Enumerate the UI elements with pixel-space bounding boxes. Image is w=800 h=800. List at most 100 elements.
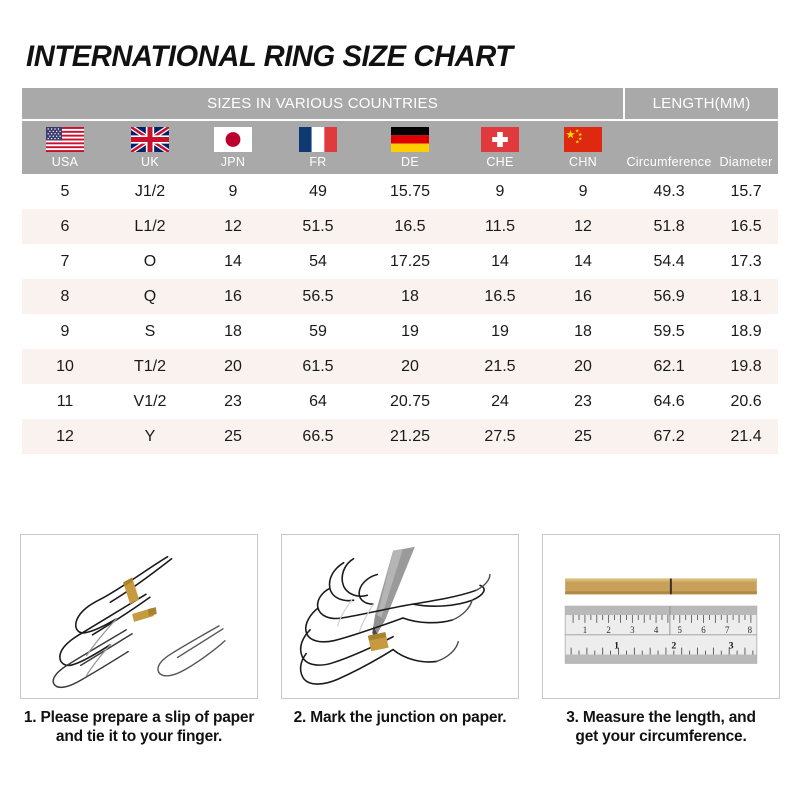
cell-fr: 56.5 xyxy=(274,279,362,314)
cell-che: 19 xyxy=(458,314,542,349)
ring-size-table-wrapper: SIZES IN VARIOUS COUNTRIES LENGTH(MM) xyxy=(22,88,779,454)
ruler-cm-tick: 7 xyxy=(725,625,730,635)
cell-fr: 49 xyxy=(274,174,362,209)
caption-line-1: 2. Mark the junction on paper. xyxy=(293,709,507,726)
cell-che: 21.5 xyxy=(458,349,542,384)
table-row: 10 T1/2 20 61.5 20 21.5 20 62.1 19.8 xyxy=(22,349,779,384)
cell-jpn: 14 xyxy=(192,244,274,279)
ruler-inch-tick: 3 xyxy=(729,641,734,652)
cell-fr: 54 xyxy=(274,244,362,279)
hand-with-pen-line-drawing-icon xyxy=(299,546,491,685)
instruction-caption-2: 2. Mark the junction on paper. xyxy=(281,708,519,727)
country-code-chn: CHN xyxy=(569,155,597,169)
paper-strip-and-ruler-image: 1 2 3 4 5 6 7 8 1 2 3 xyxy=(542,534,780,699)
cell-uk: L1/2 xyxy=(108,209,192,244)
instructions-section: 1. Please prepare a slip of paper and ti… xyxy=(20,534,780,746)
cell-diameter: 18.9 xyxy=(714,314,779,349)
cell-usa: 9 xyxy=(22,314,108,349)
cell-chn: 23 xyxy=(542,384,625,419)
cell-diameter: 21.4 xyxy=(714,419,779,454)
cell-jpn: 18 xyxy=(192,314,274,349)
flag-uk-icon xyxy=(131,127,169,152)
cell-chn: 9 xyxy=(542,174,625,209)
country-code-usa: USA xyxy=(51,155,79,169)
cell-jpn: 12 xyxy=(192,209,274,244)
cell-diameter: 16.5 xyxy=(714,209,779,244)
ruler-cm-tick: 5 xyxy=(678,625,683,635)
cell-circumference: 59.5 xyxy=(624,314,715,349)
instruction-caption-3: 3. Measure the length, and get your circ… xyxy=(542,708,780,746)
table-row: 12 Y 25 66.5 21.25 27.5 25 67.2 21.4 xyxy=(22,419,779,454)
caption-line-2: get your circumference. xyxy=(575,728,747,745)
instruction-step-2: 2. Mark the junction on paper. xyxy=(281,534,519,746)
length-label-circumference: Circumference xyxy=(626,155,712,169)
cell-jpn: 16 xyxy=(192,279,274,314)
table-row: 8 Q 16 56.5 18 16.5 16 56.9 18.1 xyxy=(22,279,779,314)
cell-uk: V1/2 xyxy=(108,384,192,419)
table-row: 9 S 18 59 19 19 18 59.5 18.9 xyxy=(22,314,779,349)
country-code-che: CHE xyxy=(486,155,514,169)
ruler-cm-tick: 6 xyxy=(701,625,706,635)
cell-de: 19 xyxy=(362,314,458,349)
cell-diameter: 18.1 xyxy=(714,279,779,314)
cell-che: 24 xyxy=(458,384,542,419)
cell-usa: 7 xyxy=(22,244,108,279)
cell-usa: 5 xyxy=(22,174,108,209)
cell-circumference: 67.2 xyxy=(624,419,715,454)
cell-che: 27.5 xyxy=(458,419,542,454)
cell-usa: 10 xyxy=(22,349,108,384)
cell-che: 14 xyxy=(458,244,542,279)
ring-size-table: SIZES IN VARIOUS COUNTRIES LENGTH(MM) xyxy=(22,88,779,454)
cell-che: 11.5 xyxy=(458,209,542,244)
gold-measured-strip-shape xyxy=(565,578,757,595)
cell-uk: J1/2 xyxy=(108,174,192,209)
cell-circumference: 64.6 xyxy=(624,384,715,419)
ruler-cm-tick: 2 xyxy=(606,625,610,635)
cell-de: 20.75 xyxy=(362,384,458,419)
column-header-fr: FR xyxy=(274,119,362,174)
cell-chn: 20 xyxy=(542,349,625,384)
cell-usa: 12 xyxy=(22,419,108,454)
caption-line-1: 3. Measure the length, and xyxy=(566,709,756,726)
hand-with-paper-strip-image xyxy=(20,534,258,699)
country-code-jpn: JPN xyxy=(220,155,246,169)
column-header-diameter: Diameter xyxy=(714,119,779,174)
cell-diameter: 17.3 xyxy=(714,244,779,279)
instruction-step-3: 1 2 3 4 5 6 7 8 1 2 3 xyxy=(542,534,780,746)
flag-france-icon xyxy=(299,127,337,152)
cell-usa: 11 xyxy=(22,384,108,419)
cell-uk: S xyxy=(108,314,192,349)
flag-switzerland-icon xyxy=(481,127,519,152)
cell-usa: 8 xyxy=(22,279,108,314)
hand-line-drawing-icon xyxy=(52,555,226,689)
gold-paper-strip-shape xyxy=(123,577,157,622)
ruler-cm-tick: 3 xyxy=(630,625,635,635)
table-group-header-row: SIZES IN VARIOUS COUNTRIES LENGTH(MM) xyxy=(22,88,779,120)
cell-fr: 64 xyxy=(274,384,362,419)
instruction-caption-1: 1. Please prepare a slip of paper and ti… xyxy=(20,708,258,746)
caption-line-1: 1. Please prepare a slip of paper xyxy=(23,709,255,726)
country-code-de: DE xyxy=(401,155,419,169)
column-header-usa: USA xyxy=(22,119,108,174)
cell-de: 21.25 xyxy=(362,419,458,454)
cell-diameter: 15.7 xyxy=(714,174,779,209)
cell-circumference: 49.3 xyxy=(624,174,715,209)
cell-uk: Y xyxy=(108,419,192,454)
country-code-fr: FR xyxy=(309,155,327,169)
caption-line-2: and tie it to your finger. xyxy=(55,728,223,745)
flag-usa-icon xyxy=(46,127,84,152)
cell-circumference: 62.1 xyxy=(624,349,715,384)
cell-circumference: 51.8 xyxy=(624,209,715,244)
ruler-cm-tick: 1 xyxy=(583,625,587,635)
country-code-uk: UK xyxy=(141,155,159,169)
column-header-de: DE xyxy=(362,119,458,174)
cell-fr: 59 xyxy=(274,314,362,349)
cell-fr: 66.5 xyxy=(274,419,362,454)
ruler-shape: 1 2 3 4 5 6 7 8 1 2 3 xyxy=(564,605,758,664)
ruler-and-strip-icon: 1 2 3 4 5 6 7 8 1 2 3 xyxy=(564,578,758,664)
cell-usa: 6 xyxy=(22,209,108,244)
cell-che: 16.5 xyxy=(458,279,542,314)
length-label-diameter: Diameter xyxy=(719,155,773,169)
table-row: 5 J1/2 9 49 15.75 9 9 49.3 15.7 xyxy=(22,174,779,209)
